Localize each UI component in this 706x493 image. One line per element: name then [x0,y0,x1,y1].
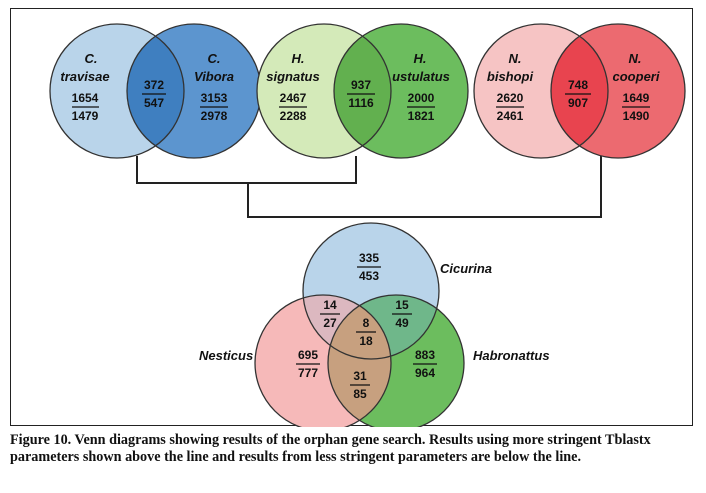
nesticus-top: 695 [298,348,318,362]
label-habronattus: Habronattus [473,348,550,363]
value-bottom: 1490 [623,109,650,123]
label-cicurina: Cicurina [440,261,492,276]
habronattus-top: 883 [415,348,435,362]
nes-hab-bottom: 85 [353,387,367,401]
overlap-bottom: 1116 [348,96,374,110]
connector-lines [136,156,602,218]
value-bottom: 1479 [72,109,99,123]
nes-hab-top: 31 [353,369,367,383]
venn-overlap-n [551,24,608,158]
value-top: 3153 [201,91,228,105]
label-species: bishopi [487,69,534,84]
value-top: 2467 [280,91,307,105]
connector-c-h [136,156,357,184]
label-genus: N. [629,51,642,66]
venn-nesticus-pair: N. bishopi 2620 2461 748 907 N. cooperi … [473,23,686,159]
label-genus: H. [414,51,427,66]
label-nesticus: Nesticus [199,348,253,363]
value-top: 2000 [408,91,435,105]
venn-overlap-c [127,24,184,158]
label-genus: N. [509,51,522,66]
label-species: travisae [60,69,109,84]
cic-hab-bottom: 49 [395,316,409,330]
value-bottom: 2288 [280,109,307,123]
nesticus-bottom: 777 [298,366,318,380]
value-bottom: 1821 [408,109,435,123]
venn-overlap-h [334,24,391,158]
label-species: cooperi [613,69,660,84]
cic-hab-top: 15 [395,298,409,312]
figure-frame: C. travisae 1654 1479 372 547 C. Vibora … [10,8,693,427]
venn-triple: 335 453 Cicurina 14 27 15 49 8 18 Nestic… [199,222,550,427]
overlap-bottom: 907 [568,96,588,110]
overlap-bottom: 547 [144,96,164,110]
habronattus-bottom: 964 [415,366,435,380]
value-top: 1649 [623,91,650,105]
label-species: ustulatus [392,69,450,84]
center-bottom: 18 [359,334,373,348]
cicurina-bottom: 453 [359,269,379,283]
connector-mid-n [247,156,602,218]
overlap-top: 937 [351,78,371,92]
cicurina-top: 335 [359,251,379,265]
value-bottom: 2978 [201,109,228,123]
value-top: 2620 [497,91,524,105]
center-top: 8 [363,316,370,330]
venn-overlap-center [328,295,391,359]
overlap-top: 372 [144,78,164,92]
value-bottom: 2461 [497,109,524,123]
figure-caption: Figure 10. Venn diagrams showing results… [10,432,651,465]
venn-figure: C. travisae 1654 1479 372 547 C. Vibora … [49,23,686,427]
cic-nes-top: 14 [323,298,337,312]
label-genus: H. [292,51,305,66]
label-genus: C. [208,51,221,66]
venn-habronattus-pair: H. signatus 2467 2288 937 1116 H. ustula… [256,23,469,159]
label-species: signatus [266,69,319,84]
cic-nes-bottom: 27 [323,316,337,330]
label-species: Vibora [194,69,234,84]
venn-cicurina-pair: C. travisae 1654 1479 372 547 C. Vibora … [49,23,262,159]
value-top: 1654 [72,91,99,105]
overlap-top: 748 [568,78,588,92]
label-genus: C. [85,51,98,66]
